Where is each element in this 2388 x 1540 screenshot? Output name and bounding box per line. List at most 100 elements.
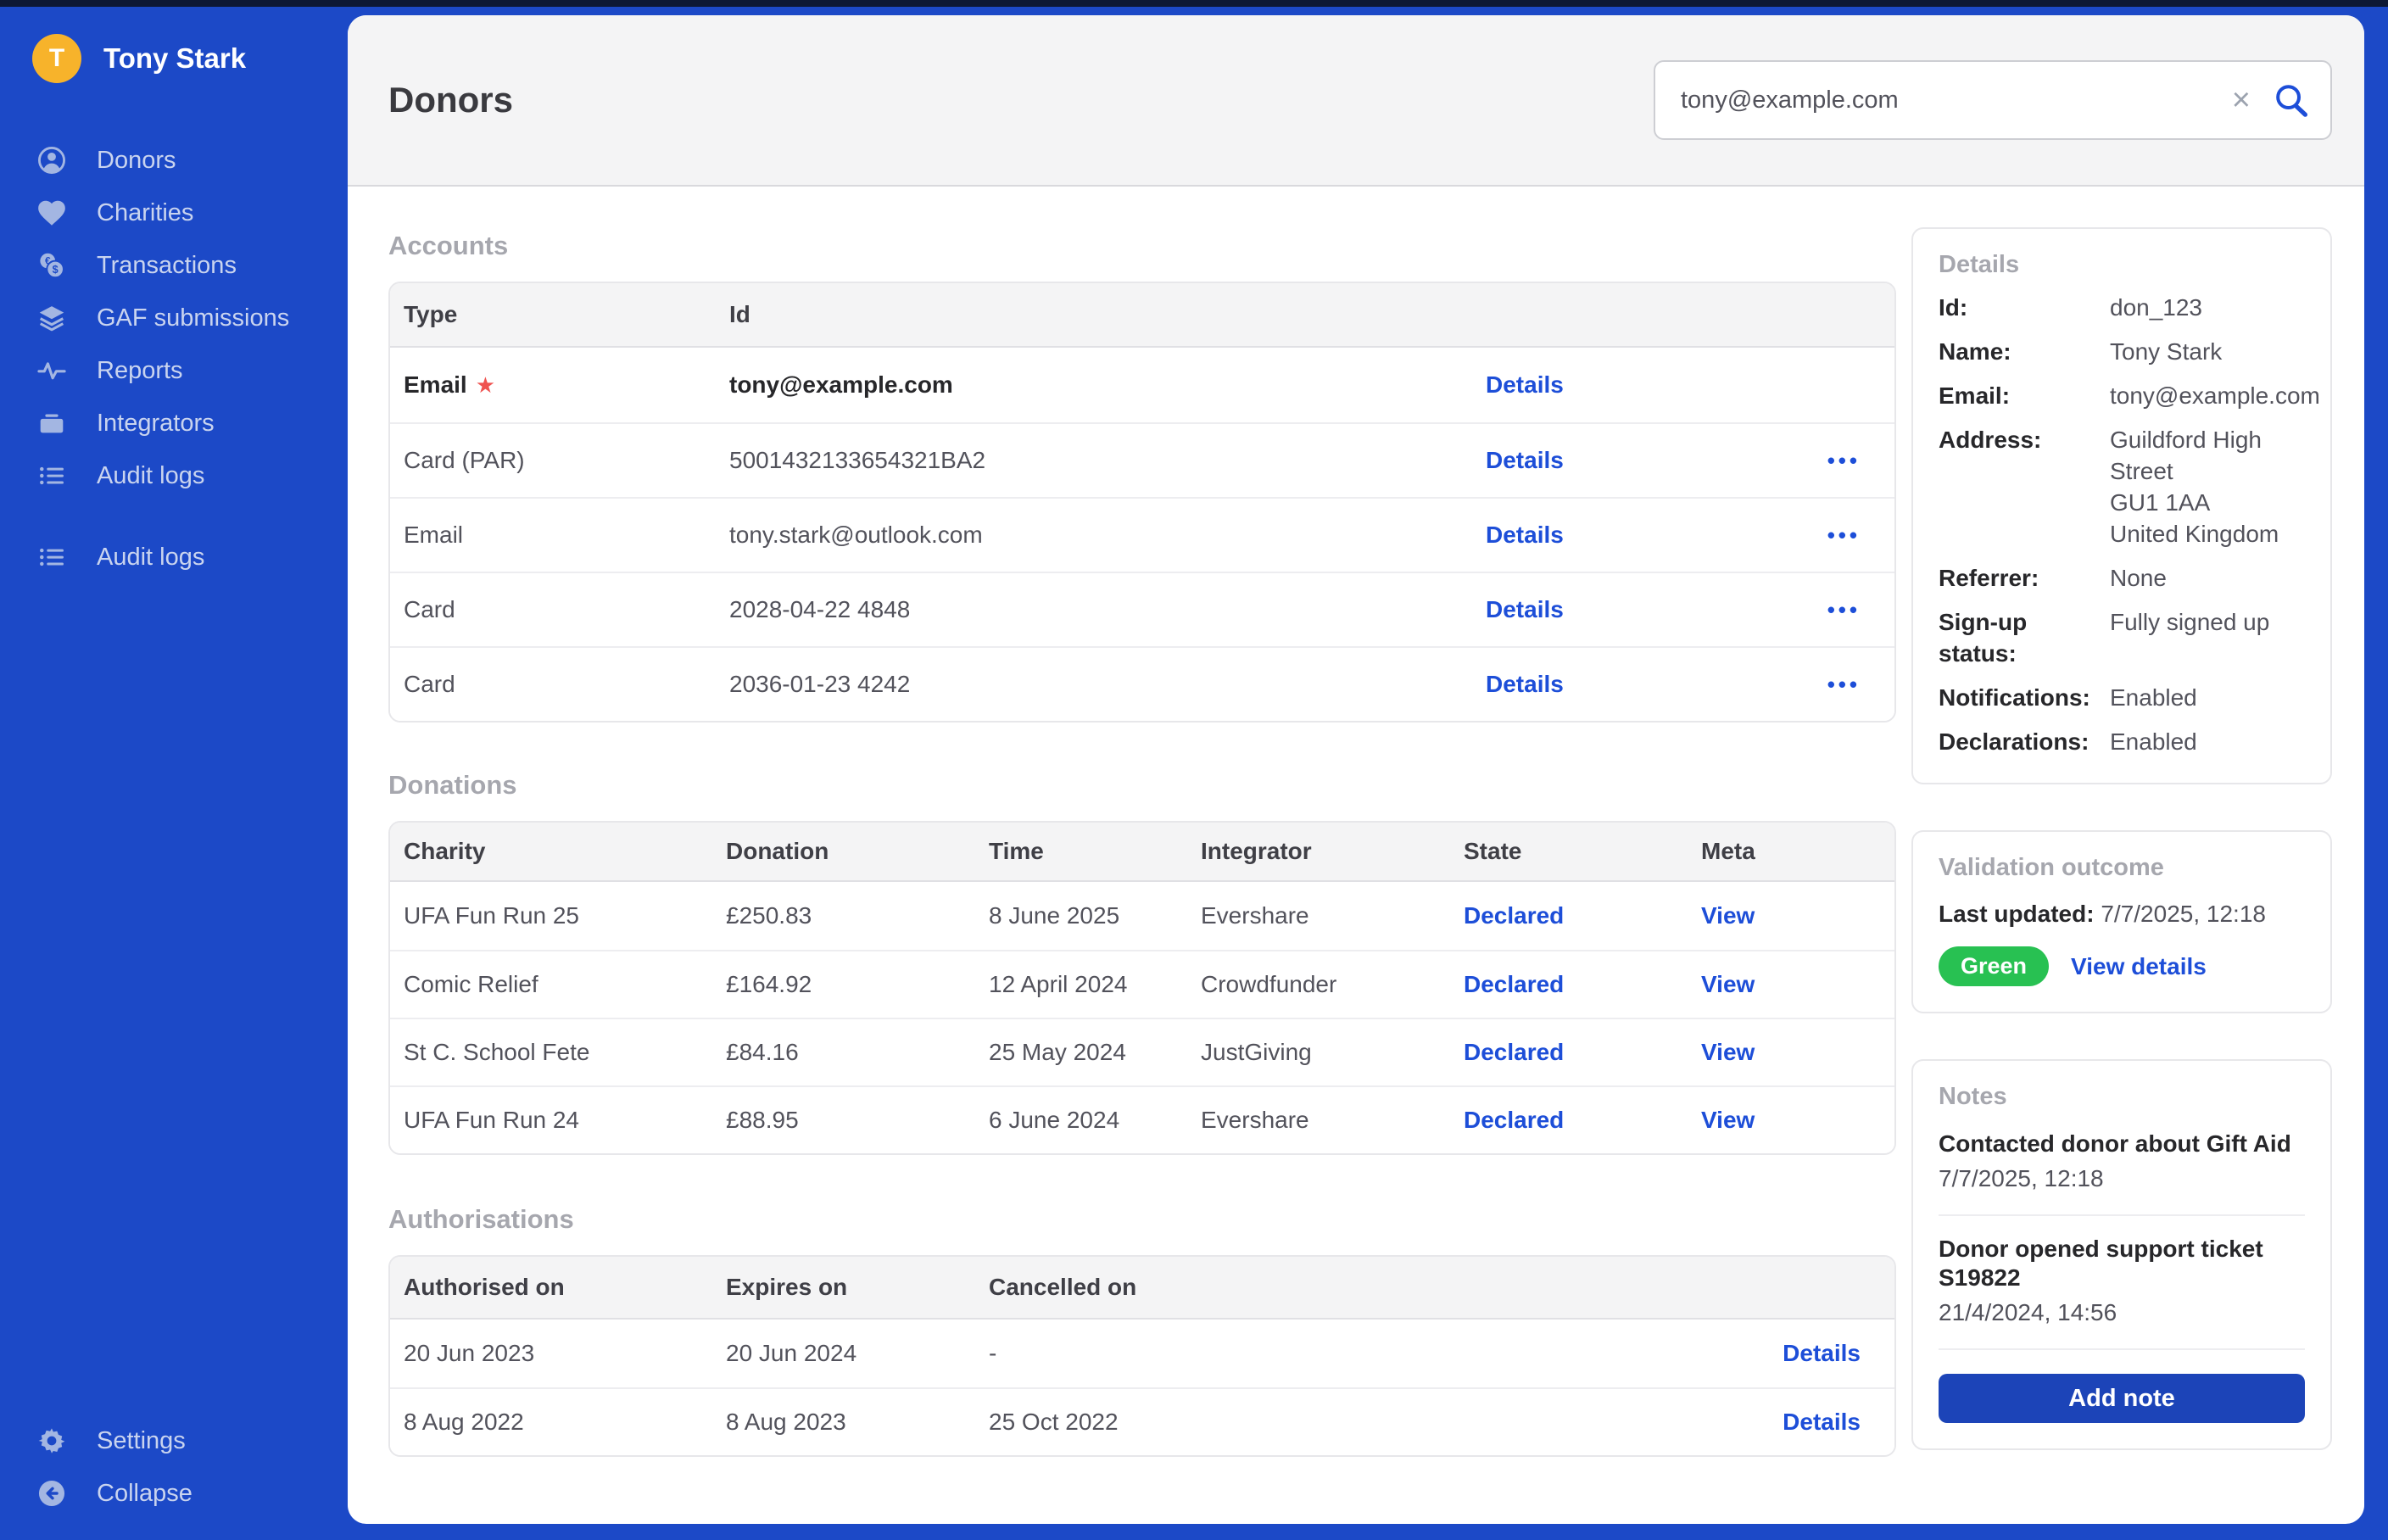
column-header-expires-on: Expires on: [726, 1274, 848, 1300]
view-details-link[interactable]: View details: [2071, 952, 2207, 979]
account-type: Email: [404, 371, 467, 398]
field-value: None: [2110, 565, 2167, 591]
account-type: Card: [404, 596, 455, 622]
field-value: Tony Stark: [2110, 338, 2223, 365]
sidebar-item-donors[interactable]: Donors: [0, 134, 348, 187]
validation-heading: Validation outcome: [1939, 854, 2164, 881]
search-input[interactable]: [1679, 85, 2232, 115]
sidebar-item-reports[interactable]: Reports: [0, 344, 348, 397]
search-icon[interactable]: [2271, 80, 2312, 120]
table-row: St C. School Fete £84.16 25 May 2024 Jus…: [390, 1018, 1894, 1085]
column-header-authorised-on: Authorised on: [404, 1274, 565, 1300]
column-header-meta: Meta: [1701, 838, 1755, 864]
account-type: Card: [404, 671, 455, 697]
state-link[interactable]: Declared: [1464, 902, 1565, 929]
details-sidebar: Details Id: don_123 Name: Tony Stark Email…: [1911, 187, 2332, 1450]
sidebar-nav: Donors Charities € $ Transactions GAF sub…: [0, 134, 348, 583]
address-line: GU1 1AA: [2110, 489, 2211, 516]
details-link[interactable]: Details: [1486, 447, 1564, 473]
donation-integrator: Evershare: [1201, 902, 1309, 929]
details-card: Details Id: don_123 Name: Tony Stark Email…: [1911, 227, 2332, 784]
table-row: Card (PAR) 5001432133654321BA2 Details •…: [390, 422, 1894, 497]
status-badge: Green: [1939, 946, 2050, 986]
sidebar-item-label: Collapse: [97, 1479, 192, 1507]
state-link[interactable]: Declared: [1464, 1107, 1565, 1133]
accounts-heading: Accounts: [388, 231, 509, 260]
accounts-table: Type Id Email ★ tony@example.com Details …: [388, 282, 1896, 723]
donation-charity: UFA Fun Run 25: [404, 902, 580, 929]
search-box: ×: [1654, 60, 2332, 140]
window-edge: [0, 0, 2388, 7]
ellipsis-menu-icon[interactable]: •••: [1827, 522, 1861, 548]
divider: [1939, 1348, 2305, 1350]
sidebar-item-audit-logs-2[interactable]: Audit logs: [0, 531, 348, 583]
sidebar-item-label: Transactions: [97, 251, 237, 279]
last-updated-value: 7/7/2025, 12:18: [2101, 901, 2266, 927]
list-icon: [36, 541, 68, 573]
ellipsis-menu-icon[interactable]: •••: [1827, 672, 1861, 697]
last-updated-label: Last updated:: [1939, 901, 2095, 927]
donations-table: Charity Donation Time Integrator State M…: [388, 821, 1896, 1155]
sidebar-item-label: Donors: [97, 146, 176, 174]
details-link[interactable]: Details: [1783, 1340, 1861, 1366]
donations-heading: Donations: [388, 770, 517, 800]
view-link[interactable]: View: [1701, 1107, 1755, 1133]
table-row: UFA Fun Run 25 £250.83 8 June 2025 Evers…: [390, 882, 1894, 950]
validation-outcome-card: Validation outcome Last updated: 7/7/202…: [1911, 830, 2332, 1013]
account-type: Email: [404, 522, 464, 548]
page-title: Donors: [388, 80, 513, 120]
field-label: Referrer:: [1939, 565, 2039, 591]
field-label: Id:: [1939, 294, 1968, 321]
details-link[interactable]: Details: [1486, 671, 1564, 697]
note-title: Donor opened support ticket S19822: [1939, 1236, 2263, 1291]
content-column: Accounts Type Id Email ★ tony@example.com…: [388, 187, 1896, 1457]
ellipsis-menu-icon[interactable]: •••: [1827, 597, 1861, 622]
list-icon: [36, 460, 68, 492]
sidebar-item-label: Audit logs: [97, 543, 205, 571]
column-header-time: Time: [989, 838, 1044, 864]
donation-time: 12 April 2024: [989, 971, 1128, 997]
view-link[interactable]: View: [1701, 902, 1755, 929]
notes-card: Notes Contacted donor about Gift Aid 7/7…: [1911, 1059, 2332, 1450]
expires-on: 8 Aug 2023: [726, 1409, 846, 1435]
column-header-donation: Donation: [726, 838, 829, 864]
note-item: Contacted donor about Gift Aid 7/7/2025,…: [1939, 1130, 2305, 1192]
sidebar-item-charities[interactable]: Charities: [0, 187, 348, 239]
donation-amount: £164.92: [726, 971, 812, 997]
sidebar-item-label: Reports: [97, 356, 183, 384]
sidebar-item-audit-logs[interactable]: Audit logs: [0, 449, 348, 502]
star-icon: ★: [475, 372, 496, 398]
state-link[interactable]: Declared: [1464, 1039, 1565, 1065]
details-link[interactable]: Details: [1783, 1409, 1861, 1435]
view-link[interactable]: View: [1701, 1039, 1755, 1065]
sidebar-item-integrators[interactable]: Integrators: [0, 397, 348, 449]
donation-amount: £84.16: [726, 1039, 799, 1065]
ellipsis-menu-icon[interactable]: •••: [1827, 448, 1861, 473]
state-link[interactable]: Declared: [1464, 971, 1565, 997]
sidebar-item-label: GAF submissions: [97, 304, 290, 332]
svg-text:$: $: [53, 264, 59, 276]
sidebar-item-gaf-submissions[interactable]: GAF submissions: [0, 292, 348, 344]
details-link[interactable]: Details: [1486, 371, 1564, 398]
donation-time: 6 June 2024: [989, 1107, 1120, 1133]
clear-icon[interactable]: ×: [2231, 82, 2251, 118]
sidebar-item-settings[interactable]: Settings: [0, 1414, 348, 1467]
column-header-cancelled-on: Cancelled on: [989, 1274, 1137, 1300]
field-value: tony@example.com: [2110, 382, 2320, 409]
field-value: Enabled: [2110, 728, 2197, 755]
view-link[interactable]: View: [1701, 971, 1755, 997]
account-id: 2036-01-23 4242: [729, 671, 911, 697]
details-link[interactable]: Details: [1486, 596, 1564, 622]
column-header-state: State: [1464, 838, 1522, 864]
note-time: 21/4/2024, 14:56: [1939, 1299, 2117, 1325]
details-link[interactable]: Details: [1486, 522, 1564, 548]
add-note-button[interactable]: Add note: [1939, 1374, 2305, 1423]
sidebar-item-transactions[interactable]: € $ Transactions: [0, 239, 348, 292]
donation-amount: £250.83: [726, 902, 812, 929]
table-row: Email ★ tony@example.com Details: [390, 348, 1894, 422]
user-circle-icon: [36, 144, 68, 176]
sidebar-item-collapse[interactable]: Collapse: [0, 1467, 348, 1520]
sidebar-item-label: Charities: [97, 198, 194, 226]
nav-divider-gap: [0, 502, 348, 531]
